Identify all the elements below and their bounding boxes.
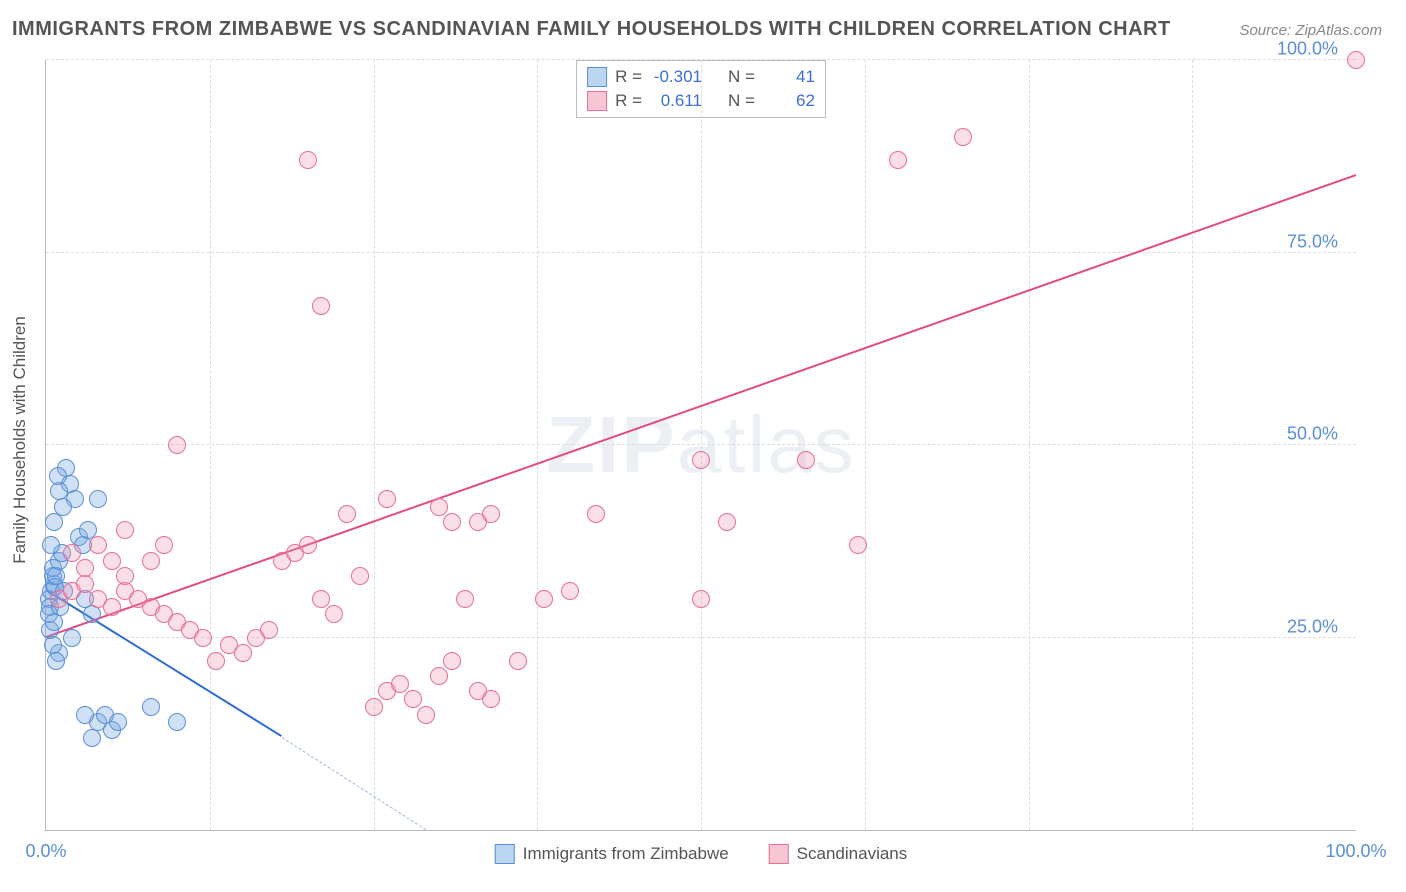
- scatter-point-scandinavian: [797, 451, 815, 469]
- scatter-point-scandinavian: [535, 590, 553, 608]
- scatter-point-scandinavian: [456, 590, 474, 608]
- gridline-v: [701, 60, 702, 830]
- ytick-label: 100.0%: [1277, 39, 1338, 60]
- stat-r-value-scandinavian: 0.611: [650, 89, 702, 113]
- scatter-point-zimbabwe: [83, 729, 101, 747]
- scatter-point-scandinavian: [116, 567, 134, 585]
- scatter-point-scandinavian: [312, 590, 330, 608]
- xtick-label: 0.0%: [25, 841, 66, 862]
- legend-item-scandinavian: Scandinavians: [769, 844, 908, 864]
- gridline-v: [1192, 60, 1193, 830]
- scatter-point-scandinavian: [482, 690, 500, 708]
- scatter-point-zimbabwe: [49, 467, 67, 485]
- chart-title: IMMIGRANTS FROM ZIMBABWE VS SCANDINAVIAN…: [12, 18, 1171, 41]
- scatter-point-scandinavian: [889, 151, 907, 169]
- scatter-point-scandinavian: [509, 652, 527, 670]
- scatter-point-scandinavian: [155, 536, 173, 554]
- ytick-label: 50.0%: [1287, 424, 1338, 445]
- scatter-point-scandinavian: [1347, 51, 1365, 69]
- scatter-point-zimbabwe: [45, 513, 63, 531]
- legend-swatch-scandinavian: [769, 844, 789, 864]
- scatter-point-scandinavian: [63, 544, 81, 562]
- stat-n-value-zimbabwe: 41: [763, 65, 815, 89]
- scatter-point-scandinavian: [207, 652, 225, 670]
- scatter-point-scandinavian: [417, 706, 435, 724]
- scatter-point-zimbabwe: [109, 713, 127, 731]
- legend-item-zimbabwe: Immigrants from Zimbabwe: [495, 844, 729, 864]
- stat-r-label-2: R =: [615, 89, 642, 113]
- scatter-point-scandinavian: [351, 567, 369, 585]
- scatter-point-scandinavian: [299, 151, 317, 169]
- scatter-point-scandinavian: [260, 621, 278, 639]
- scatter-point-scandinavian: [312, 297, 330, 315]
- swatch-zimbabwe: [587, 67, 607, 87]
- scatter-point-scandinavian: [954, 128, 972, 146]
- stat-r-value-zimbabwe: -0.301: [650, 65, 702, 89]
- scatter-point-scandinavian: [103, 598, 121, 616]
- scatter-point-scandinavian: [482, 505, 500, 523]
- scatter-point-scandinavian: [76, 559, 94, 577]
- ytick-label: 25.0%: [1287, 616, 1338, 637]
- chart-container: IMMIGRANTS FROM ZIMBABWE VS SCANDINAVIAN…: [0, 0, 1406, 892]
- scatter-point-scandinavian: [378, 490, 396, 508]
- scatter-point-scandinavian: [718, 513, 736, 531]
- y-axis-label: Family Households with Children: [10, 316, 30, 564]
- scatter-point-scandinavian: [142, 552, 160, 570]
- gridline-v: [537, 60, 538, 830]
- scatter-point-scandinavian: [299, 536, 317, 554]
- legend-label-zimbabwe: Immigrants from Zimbabwe: [523, 844, 729, 864]
- scatter-point-zimbabwe: [54, 498, 72, 516]
- scatter-point-zimbabwe: [83, 605, 101, 623]
- scatter-point-scandinavian: [443, 652, 461, 670]
- scatter-point-scandinavian: [443, 513, 461, 531]
- scatter-point-scandinavian: [849, 536, 867, 554]
- gridline-v: [210, 60, 211, 830]
- gridline-v: [865, 60, 866, 830]
- bottom-legend: Immigrants from Zimbabwe Scandinavians: [495, 844, 908, 864]
- stat-n-value-scandinavian: 62: [763, 89, 815, 113]
- legend-label-scandinavian: Scandinavians: [797, 844, 908, 864]
- scatter-point-scandinavian: [194, 629, 212, 647]
- scatter-point-scandinavian: [391, 675, 409, 693]
- scatter-point-zimbabwe: [47, 652, 65, 670]
- scatter-point-scandinavian: [430, 498, 448, 516]
- scatter-point-scandinavian: [561, 582, 579, 600]
- scatter-point-scandinavian: [365, 698, 383, 716]
- xtick-label: 100.0%: [1325, 841, 1386, 862]
- plot-area: ZIPatlas R = -0.301 N = 41 R = 0.611 N =…: [45, 60, 1356, 831]
- stat-n-label-2: N =: [728, 89, 755, 113]
- legend-swatch-zimbabwe: [495, 844, 515, 864]
- swatch-scandinavian: [587, 91, 607, 111]
- scatter-point-scandinavian: [168, 436, 186, 454]
- scatter-point-scandinavian: [692, 590, 710, 608]
- scatter-point-scandinavian: [116, 521, 134, 539]
- scatter-point-scandinavian: [587, 505, 605, 523]
- trend-line: [282, 737, 427, 830]
- scatter-point-zimbabwe: [89, 490, 107, 508]
- scatter-point-scandinavian: [103, 552, 121, 570]
- scatter-point-scandinavian: [76, 575, 94, 593]
- scatter-point-zimbabwe: [45, 613, 63, 631]
- scatter-point-scandinavian: [692, 451, 710, 469]
- scatter-point-scandinavian: [338, 505, 356, 523]
- scatter-point-scandinavian: [234, 644, 252, 662]
- scatter-point-scandinavian: [404, 690, 422, 708]
- source-attribution: Source: ZipAtlas.com: [1239, 22, 1382, 39]
- scatter-point-zimbabwe: [42, 536, 60, 554]
- scatter-point-zimbabwe: [76, 706, 94, 724]
- scatter-point-zimbabwe: [168, 713, 186, 731]
- scatter-point-scandinavian: [430, 667, 448, 685]
- ytick-label: 75.0%: [1287, 231, 1338, 252]
- scatter-point-scandinavian: [89, 536, 107, 554]
- stat-n-label: N =: [728, 65, 755, 89]
- stat-r-label: R =: [615, 65, 642, 89]
- scatter-point-zimbabwe: [63, 629, 81, 647]
- scatter-point-scandinavian: [325, 605, 343, 623]
- gridline-v: [1029, 60, 1030, 830]
- scatter-point-zimbabwe: [142, 698, 160, 716]
